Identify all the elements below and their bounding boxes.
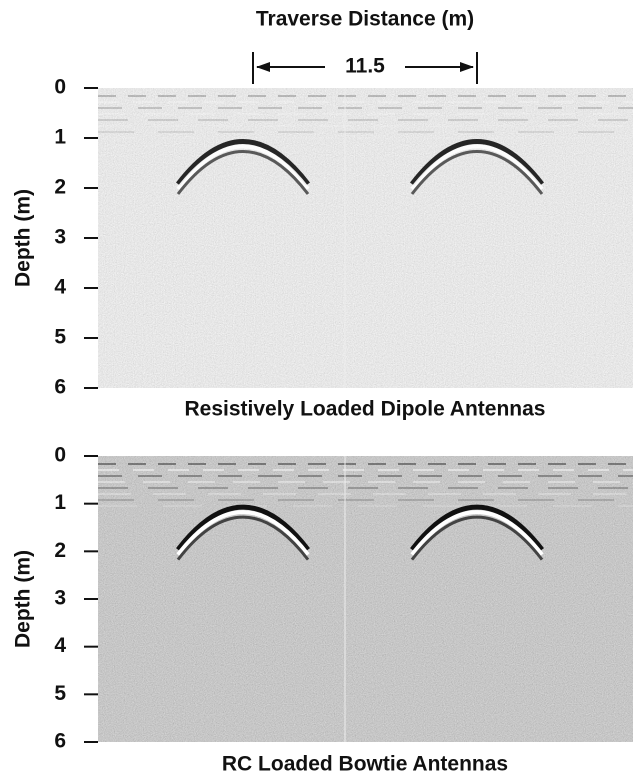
panel-caption: Resistively Loaded Dipole Antennas (185, 398, 546, 421)
hyperbola (410, 150, 544, 195)
radargram (98, 88, 633, 388)
hyperbola (176, 150, 310, 195)
y-tick-label: 6 (54, 730, 66, 753)
hyperbola (410, 504, 544, 552)
panel-caption: RC Loaded Bowtie Antennas (222, 753, 508, 775)
hyperbola (410, 510, 544, 556)
y-tick-label: 6 (54, 376, 66, 399)
hyperbola (176, 139, 310, 186)
y-tick-label: 4 (54, 634, 66, 657)
y-tick-label: 5 (54, 682, 66, 705)
y-tick-label: 2 (54, 539, 66, 562)
figure-title: Traverse Distance (m) (256, 8, 474, 31)
hyperbola (410, 515, 544, 561)
y-tick-label: 0 (54, 76, 66, 99)
hyperbola (176, 144, 310, 191)
hyperbola (410, 139, 544, 186)
y-tick-label: 4 (54, 276, 66, 299)
y-tick-label: 3 (54, 226, 66, 249)
radargram (98, 456, 633, 742)
y-tick-label: 5 (54, 326, 66, 349)
y-axis-label: Depth (m) (12, 189, 35, 287)
y-tick-label: 0 (54, 444, 66, 467)
span-label: 11.5 (345, 55, 385, 78)
span-indicator (252, 52, 478, 84)
hyperbola (176, 510, 310, 556)
hyperbola (176, 515, 310, 561)
hyperbola (410, 144, 544, 191)
hyperbola (176, 504, 310, 552)
y-axis-label: Depth (m) (12, 550, 35, 648)
y-tick-label: 2 (54, 176, 66, 199)
y-tick-label: 1 (54, 491, 66, 514)
y-tick-label: 3 (54, 587, 66, 610)
y-tick-label: 1 (54, 126, 66, 149)
